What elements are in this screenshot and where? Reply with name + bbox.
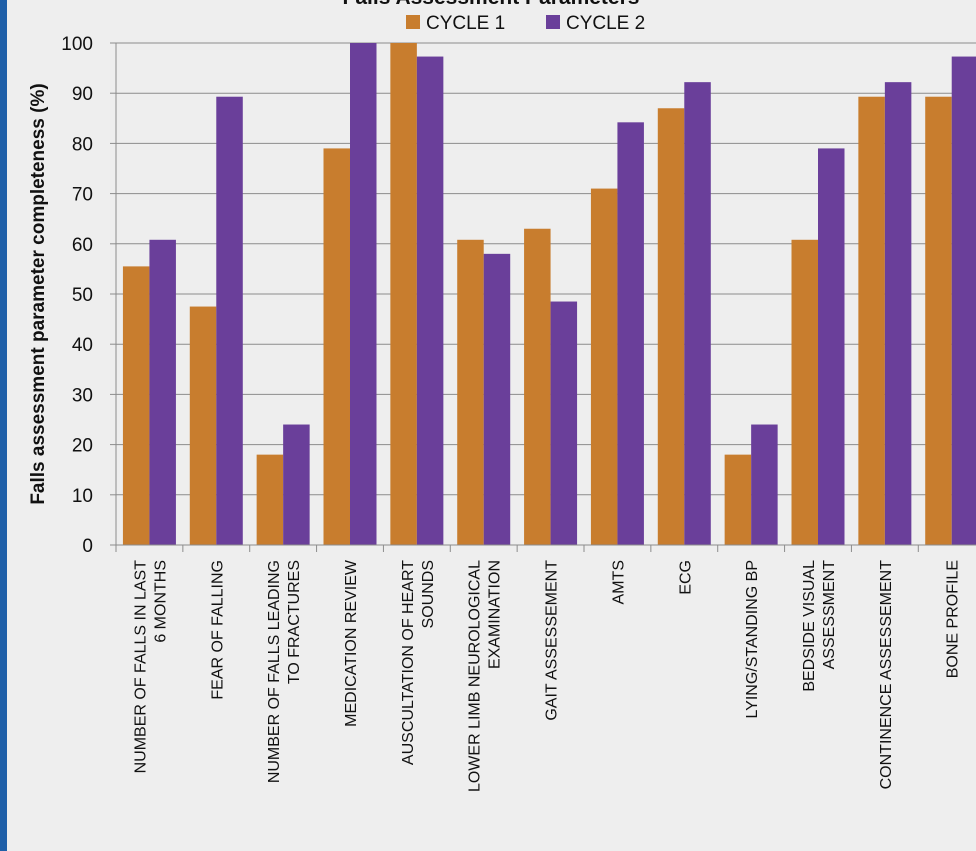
bar-cycle-2 xyxy=(149,239,176,545)
x-tick-label: ECG xyxy=(677,560,694,595)
chart-title: Falls Assessment Parameters xyxy=(343,0,640,9)
bar-cycle-2 xyxy=(216,96,243,546)
x-tick-label: BONE PROFILE xyxy=(945,560,962,678)
svg-text:MEDICATION REVIEW: MEDICATION REVIEW xyxy=(343,559,360,727)
svg-text:LOWER LIMB NEUROLOGICAL: LOWER LIMB NEUROLOGICAL xyxy=(467,560,484,792)
bar-cycle-1 xyxy=(390,43,417,545)
y-tick-label: 40 xyxy=(72,335,93,356)
bar-cycle-1 xyxy=(657,108,685,545)
svg-text:GAIT ASSESSEMENT: GAIT ASSESSEMENT xyxy=(544,560,561,721)
bar-cycle-1 xyxy=(256,454,284,545)
y-tick-labels: 0 10 20 30 40 50 60 70 80 90 100 xyxy=(61,34,93,557)
bar-cycle-2 xyxy=(818,148,845,546)
y-tick-label: 60 xyxy=(72,235,93,256)
bar-cycle-2 xyxy=(884,82,912,545)
slide-edge-strip xyxy=(0,0,7,851)
bar-cycle-1 xyxy=(925,96,952,546)
x-tick-label: BEDSIDE VISUAL ASSESSMENT xyxy=(801,560,838,692)
bar-cycle-1 xyxy=(323,148,350,546)
svg-text:TO FRACTURES: TO FRACTURES xyxy=(286,560,303,684)
y-tick-label: 100 xyxy=(61,34,93,55)
x-tick-label: NUMBER OF FALLS IN LAST 6 MONTHS xyxy=(132,560,169,774)
x-tick-label: LYING/STANDING BP xyxy=(744,560,761,719)
svg-text:SOUNDS: SOUNDS xyxy=(420,560,437,628)
x-tick-label: CONTINENCE ASSESSEMENT xyxy=(878,560,895,790)
y-axis-title: Falls assessment parameter completeness … xyxy=(28,83,49,504)
bar-cycle-2 xyxy=(751,424,778,545)
bar-cycle-2 xyxy=(617,122,644,545)
y-tick-label: 50 xyxy=(72,285,93,306)
legend-swatch-2 xyxy=(546,15,560,29)
x-tick-label: NUMBER OF FALLS LEADING TO FRACTURES xyxy=(266,560,303,783)
bar-cycle-2 xyxy=(416,56,444,545)
x-tick-label: FEAR OF FALLING xyxy=(209,560,226,700)
axes xyxy=(110,42,976,552)
legend-swatch-1 xyxy=(406,15,420,29)
x-tick-label: AUSCULTATION OF HEART SOUNDS xyxy=(400,560,437,765)
y-tick-label: 20 xyxy=(72,436,93,457)
svg-text:ASSESSMENT: ASSESSMENT xyxy=(821,560,838,670)
svg-text:AUSCULTATION OF HEART: AUSCULTATION OF HEART xyxy=(400,560,417,765)
svg-text:ECG: ECG xyxy=(677,560,694,595)
svg-text:6 MONTHS: 6 MONTHS xyxy=(152,560,169,643)
bar-cycle-1 xyxy=(590,188,618,545)
legend-label-1: CYCLE 1 xyxy=(426,13,505,34)
svg-text:BONE PROFILE: BONE PROFILE xyxy=(945,560,962,678)
svg-text:BEDSIDE VISUAL: BEDSIDE VISUAL xyxy=(801,560,818,692)
svg-text:AMTS: AMTS xyxy=(610,560,627,604)
svg-text:CONTINENCE ASSESSEMENT: CONTINENCE ASSESSEMENT xyxy=(878,560,895,790)
x-tick-label: GAIT ASSESSEMENT xyxy=(544,560,561,721)
svg-text:NUMBER OF FALLS IN LAST: NUMBER OF FALLS IN LAST xyxy=(132,560,149,774)
bar-cycle-1 xyxy=(189,306,217,545)
x-tick-labels: NUMBER OF FALLS IN LAST 6 MONTHS FEAR OF F… xyxy=(132,559,962,792)
bar-cycle-2 xyxy=(550,301,578,545)
bar-cycle-2 xyxy=(684,82,711,545)
y-tick-label: 70 xyxy=(72,185,93,206)
legend: CYCLE 1 CYCLE 2 xyxy=(406,13,645,34)
bar-cycle-2 xyxy=(283,424,310,545)
bar-cycle-1 xyxy=(791,239,818,545)
x-tick-label: AMTS xyxy=(610,560,627,604)
y-tick-label: 30 xyxy=(72,385,93,406)
svg-text:NUMBER OF FALLS LEADING: NUMBER OF FALLS LEADING xyxy=(266,560,283,783)
svg-text:FEAR OF FALLING: FEAR OF FALLING xyxy=(209,560,226,700)
y-tick-label: 80 xyxy=(72,134,93,155)
bar-cycle-1 xyxy=(524,228,551,546)
bar-cycle-1 xyxy=(457,239,484,545)
bar-cycle-1 xyxy=(858,96,885,546)
bar-cycle-2 xyxy=(951,56,976,545)
legend-label-2: CYCLE 2 xyxy=(566,13,645,34)
bar-cycle-2 xyxy=(350,43,377,545)
x-tick-label: MEDICATION REVIEW xyxy=(343,559,360,727)
x-tick-label: LOWER LIMB NEUROLOGICAL EXAMINATION xyxy=(467,560,504,792)
svg-text:LYING/STANDING BP: LYING/STANDING BP xyxy=(744,560,761,719)
y-tick-label: 10 xyxy=(72,486,93,507)
svg-text:EXAMINATION: EXAMINATION xyxy=(487,560,504,669)
bar-cycle-1 xyxy=(724,454,752,545)
y-tick-label: 90 xyxy=(72,84,93,105)
y-tick-label: 0 xyxy=(82,536,93,557)
bars xyxy=(122,43,976,546)
bar-cycle-2 xyxy=(483,253,511,545)
bar-cycle-1 xyxy=(122,266,150,545)
